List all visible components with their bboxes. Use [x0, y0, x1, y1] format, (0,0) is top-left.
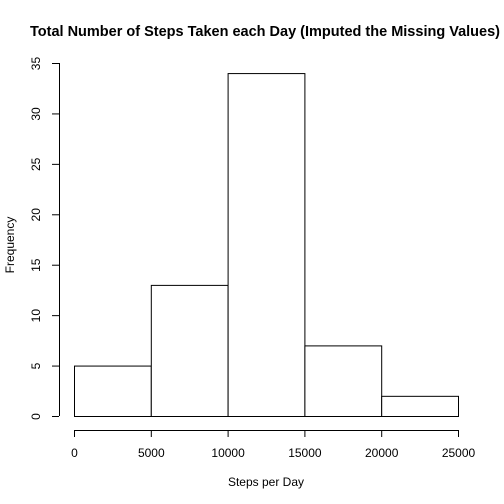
histogram-bar-5 [381, 395, 460, 418]
histogram-bar-3 [227, 73, 306, 417]
x-tick-label-5000: 5000 [138, 446, 165, 460]
y-axis-label: Frequency [3, 217, 17, 274]
x-axis: 0 5000 10000 15000 20000 25000 [71, 430, 476, 460]
x-tick-label-10000: 10000 [211, 446, 245, 460]
x-axis-label: Steps per Day [228, 475, 304, 489]
histogram-bar-2 [150, 284, 229, 417]
y-tick-label-0: 0 [29, 413, 43, 420]
y-tick-label-15: 15 [29, 258, 43, 272]
chart-title: Total Number of Steps Taken each Day (Im… [30, 24, 500, 40]
x-tick-label-25000: 25000 [442, 446, 476, 460]
x-tick-label-0: 0 [71, 446, 78, 460]
y-tick-label-10: 10 [29, 309, 43, 323]
x-tick-label-15000: 15000 [288, 446, 322, 460]
y-tick-label-35: 35 [29, 57, 43, 71]
y-tick-label-30: 30 [29, 107, 43, 121]
y-tick-label-25: 25 [29, 157, 43, 171]
y-axis: 0 5 10 15 20 25 30 35 [29, 57, 60, 420]
y-tick-label-5: 5 [29, 362, 43, 369]
bars-group [74, 73, 460, 418]
x-tick-label-20000: 20000 [365, 446, 399, 460]
y-tick-label-20: 20 [29, 208, 43, 222]
histogram-bar-1 [74, 365, 152, 418]
histogram-bar-4 [304, 345, 383, 417]
